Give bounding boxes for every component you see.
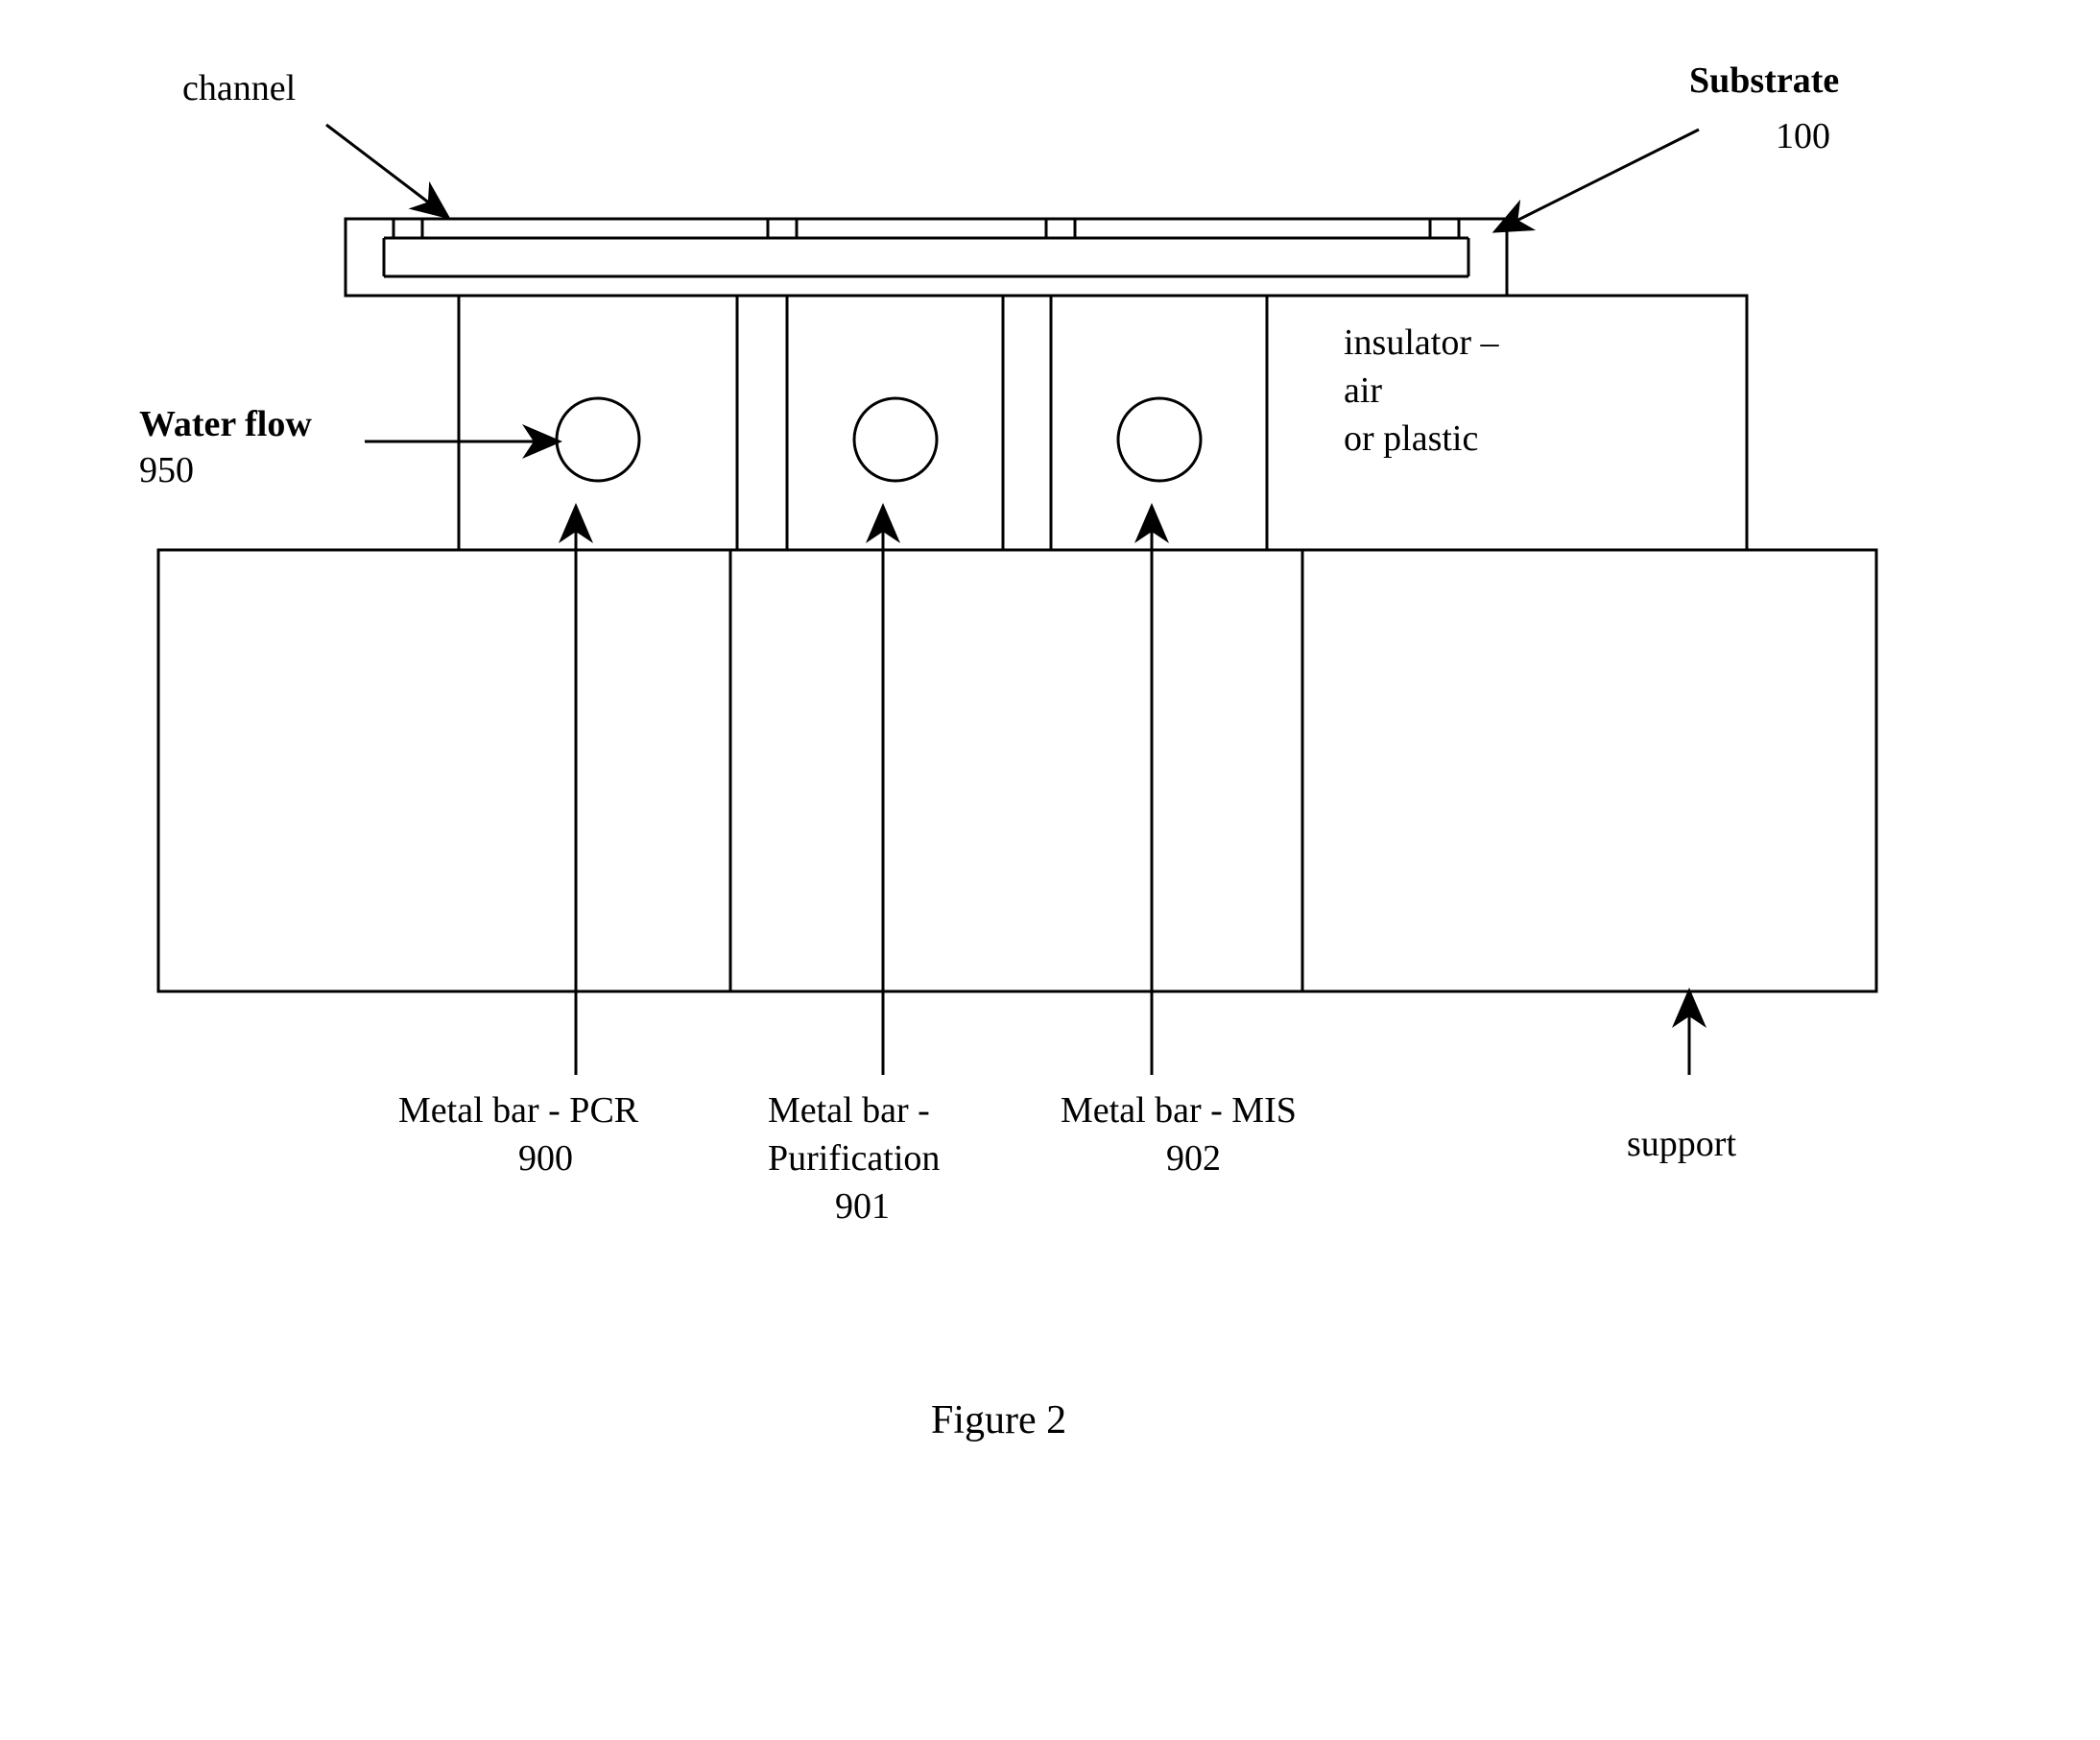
label-substrate-ref: 100: [1776, 115, 1830, 159]
metal-bar-mis: [1051, 296, 1267, 550]
water-hole-3: [1118, 398, 1201, 481]
figure-canvas: channel Substrate 100 Water flow 950 ins…: [0, 0, 2100, 1740]
label-bar-pcr-l1: Metal bar - PCR: [398, 1089, 638, 1133]
label-bar-mis-l1: Metal bar - MIS: [1061, 1089, 1297, 1133]
arrow-channel: [326, 125, 446, 216]
water-hole-1: [557, 398, 639, 481]
figure-title: Figure 2: [931, 1396, 1066, 1444]
insulator-box: [1267, 296, 1747, 550]
diagram-svg: [0, 0, 2100, 1740]
label-support: support: [1627, 1123, 1736, 1167]
metal-bar-purification: [787, 296, 1003, 550]
label-substrate: Substrate: [1689, 60, 1839, 104]
label-water-flow-ref: 950: [139, 449, 194, 493]
label-channel: channel: [182, 67, 296, 111]
label-bar-pcr-l2: 900: [518, 1137, 573, 1181]
label-water-flow: Water flow: [139, 403, 312, 447]
metal-bar-pcr: [459, 296, 737, 550]
label-bar-pur-l3: 901: [835, 1185, 890, 1229]
label-insulator-l1: insulator –: [1344, 322, 1498, 366]
label-bar-pur-l2: Purification: [768, 1137, 940, 1181]
support-rect: [158, 550, 1876, 991]
water-hole-2: [854, 398, 937, 481]
label-insulator-l2: air: [1344, 369, 1382, 414]
arrow-substrate: [1497, 130, 1699, 230]
label-bar-mis-l2: 902: [1166, 1137, 1221, 1181]
substrate-rect: [346, 219, 1507, 296]
label-insulator-l3: or plastic: [1344, 417, 1478, 462]
label-bar-pur-l1: Metal bar -: [768, 1089, 930, 1133]
